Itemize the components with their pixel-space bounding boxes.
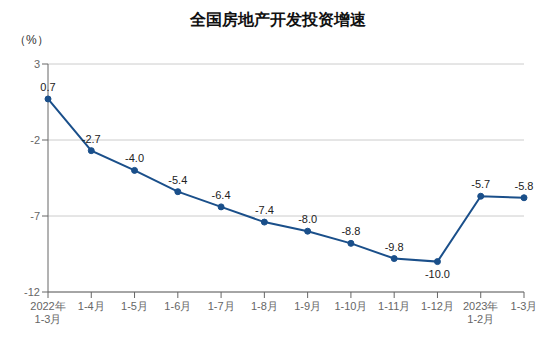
svg-text:3: 3 [34,58,40,70]
svg-text:1-4月: 1-4月 [78,300,105,312]
svg-text:1-11月: 1-11月 [378,300,410,312]
svg-text:1-5月: 1-5月 [121,300,148,312]
svg-text:1-10月: 1-10月 [334,300,367,312]
svg-text:-6.4: -6.4 [212,189,231,201]
svg-text:1-9月: 1-9月 [294,300,321,312]
svg-text:-5.7: -5.7 [471,178,490,190]
svg-text:1-7月: 1-7月 [208,300,235,312]
svg-text:-5.4: -5.4 [168,174,187,186]
svg-text:0.7: 0.7 [40,81,55,93]
svg-text:2022年1-3月: 2022年1-3月 [30,300,65,325]
svg-text:-5.8: -5.8 [515,180,534,192]
svg-text:-8.8: -8.8 [341,225,360,237]
svg-text:-2: -2 [30,134,40,146]
svg-text:1-12月: 1-12月 [421,300,454,312]
svg-text:-12: -12 [24,286,40,298]
svg-text:2023年1-2月: 2023年1-2月 [463,300,498,325]
svg-text:-7.4: -7.4 [255,204,274,216]
svg-text:-4.0: -4.0 [125,152,144,164]
svg-text:1-8月: 1-8月 [251,300,278,312]
svg-text:1-3月: 1-3月 [511,300,538,312]
svg-text:-10.0: -10.0 [425,268,450,280]
svg-text:-8.0: -8.0 [298,213,317,225]
svg-text:-7: -7 [30,210,40,222]
html-text:全国房地产开发投资增速: 全国房地产开发投资增速 [190,11,366,28]
svg-text:-2.7: -2.7 [82,133,101,145]
svg-text:1-6月: 1-6月 [164,300,191,312]
svg-text:-9.8: -9.8 [385,241,404,253]
